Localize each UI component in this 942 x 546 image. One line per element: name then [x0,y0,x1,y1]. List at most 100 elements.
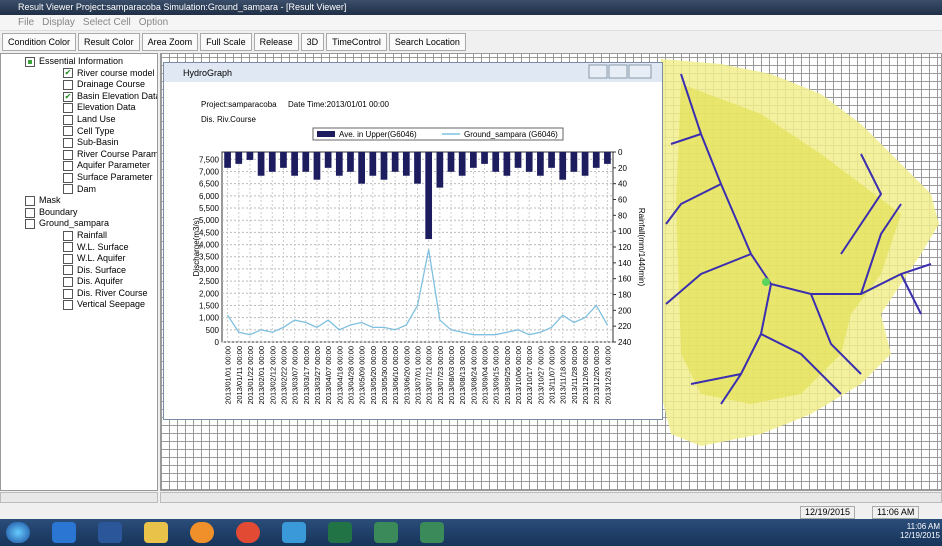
checkbox[interactable] [63,149,73,160]
tree-item: Sub-Basin [1,137,157,149]
tree-label: Dis. Surface [77,264,127,275]
rain-bar [436,152,444,188]
app-icon[interactable] [144,522,168,543]
checkbox[interactable] [63,277,73,288]
checkbox[interactable] [63,103,73,114]
tree-item: Rainfall [1,230,157,242]
menu-item[interactable]: Display [42,17,75,28]
status-bar: 12/19/2015 11:06 AM [0,505,942,519]
y-tick-label: 7,000 [199,167,220,176]
tree-item: ✔ Basin Elevation Data [1,91,157,103]
tree-item: Elevation Data [1,102,157,114]
app-icon[interactable] [98,522,122,543]
checkbox[interactable]: ✔ [63,68,73,79]
y-tick-label: 5,500 [199,204,220,213]
checkbox[interactable] [63,79,73,90]
legend-box [312,127,564,141]
x-tick-label: 2013/12/20 00:00 [592,346,601,404]
app-icon[interactable] [282,522,306,543]
toolbar-button[interactable]: Area Zoom [141,33,199,51]
selected-cell [762,278,770,286]
tree-label: Ground_sampara [39,218,110,229]
datetime-label: Date Time:2013/01/01 00:00 [288,100,390,109]
app-icon[interactable] [374,522,398,543]
x-tick-label: 2013/09/04 00:00 [481,346,490,404]
app-icon[interactable] [52,522,76,543]
status-time: 11:06 AM [872,506,920,519]
x-tick-label: 2013/07/23 00:00 [436,346,445,404]
app-icon[interactable] [420,522,444,543]
tree-item: Dis. Aquifer [1,276,157,288]
tree-label: Boundary [39,206,78,217]
window-title: Result Viewer Project:samparacoba Simula… [0,0,942,15]
rain-bar [503,152,511,176]
tree-scrollbar[interactable] [0,492,158,503]
x-tick-label: 2013/04/07 00:00 [324,346,333,404]
tree-label: Cell Type [77,125,115,136]
minimize-button[interactable] [588,64,608,79]
checkbox[interactable] [63,300,73,311]
toolbar-button[interactable]: Result Color [78,33,140,51]
tree-item: ✔ River course model [1,68,157,80]
app-icon[interactable] [236,522,260,543]
checkbox[interactable] [63,184,73,195]
rain-bar [481,152,488,164]
toolbar-button[interactable]: Release [253,33,299,51]
checkbox[interactable] [63,137,73,148]
y2-tick-label: 0 [618,148,623,157]
toolbar-button[interactable]: Full Scale [200,33,252,51]
watershed-core [676,84,901,404]
y2-tick-label: 220 [618,322,632,331]
tree-label: Dis. Aquifer [77,276,124,287]
x-tick-label: 2013/02/12 00:00 [268,346,277,404]
menu-item[interactable]: Select Cell [82,17,131,28]
rain-bar [335,152,343,176]
rain-bar [592,152,600,168]
map-drawing [656,59,939,446]
y-tick-label: 3,000 [199,265,220,274]
checkbox[interactable] [63,114,73,125]
menu-item[interactable]: File [18,17,35,28]
toolbar-button[interactable]: TimeControl [326,33,387,51]
menu-item[interactable]: Option [138,17,169,28]
rain-bar [470,152,477,168]
tree-label: Dam [77,183,97,194]
checkbox[interactable] [63,172,73,183]
checkbox[interactable] [63,161,73,172]
toolbar-button[interactable]: Condition Color [2,33,77,51]
x-tick-label: 2013/12/31 00:00 [603,346,612,404]
y2-tick-label: 120 [618,243,632,252]
tree-item: W.L. Aquifer [1,253,157,265]
rain-bar [570,152,578,172]
rain-bar [402,152,410,176]
rain-bar [347,152,354,172]
checkbox[interactable] [63,230,73,241]
rain-bar [224,152,231,168]
toolbar-button[interactable]: Search Location [388,33,466,51]
app-icon[interactable] [328,522,352,543]
tree-label: Mask [39,195,61,206]
discharge-line [227,249,608,336]
checkbox[interactable] [63,242,73,253]
checkbox[interactable] [25,219,35,230]
checkbox[interactable] [25,207,35,218]
app-icon[interactable] [190,522,214,543]
tree-item: Ground_sampara [1,218,157,230]
map-scrollbar[interactable] [160,492,942,503]
checkbox[interactable]: ✔ [63,91,73,102]
y-tick-label: 500 [206,326,220,335]
checkbox[interactable] [63,288,73,299]
clock-date: 12/19/2015 [899,531,940,540]
checkbox[interactable] [63,126,73,137]
checkbox[interactable] [63,253,73,264]
checkbox[interactable] [25,195,35,206]
status-date: 12/19/2015 [800,506,856,519]
maximize-button[interactable] [608,64,628,79]
checkbox[interactable] [25,56,35,67]
start-button[interactable] [6,522,30,543]
close-button[interactable] [628,64,652,79]
checkbox[interactable] [63,265,73,276]
rain-bar [559,152,567,180]
rain-bar [369,152,377,176]
toolbar-button[interactable]: 3D [300,33,325,51]
